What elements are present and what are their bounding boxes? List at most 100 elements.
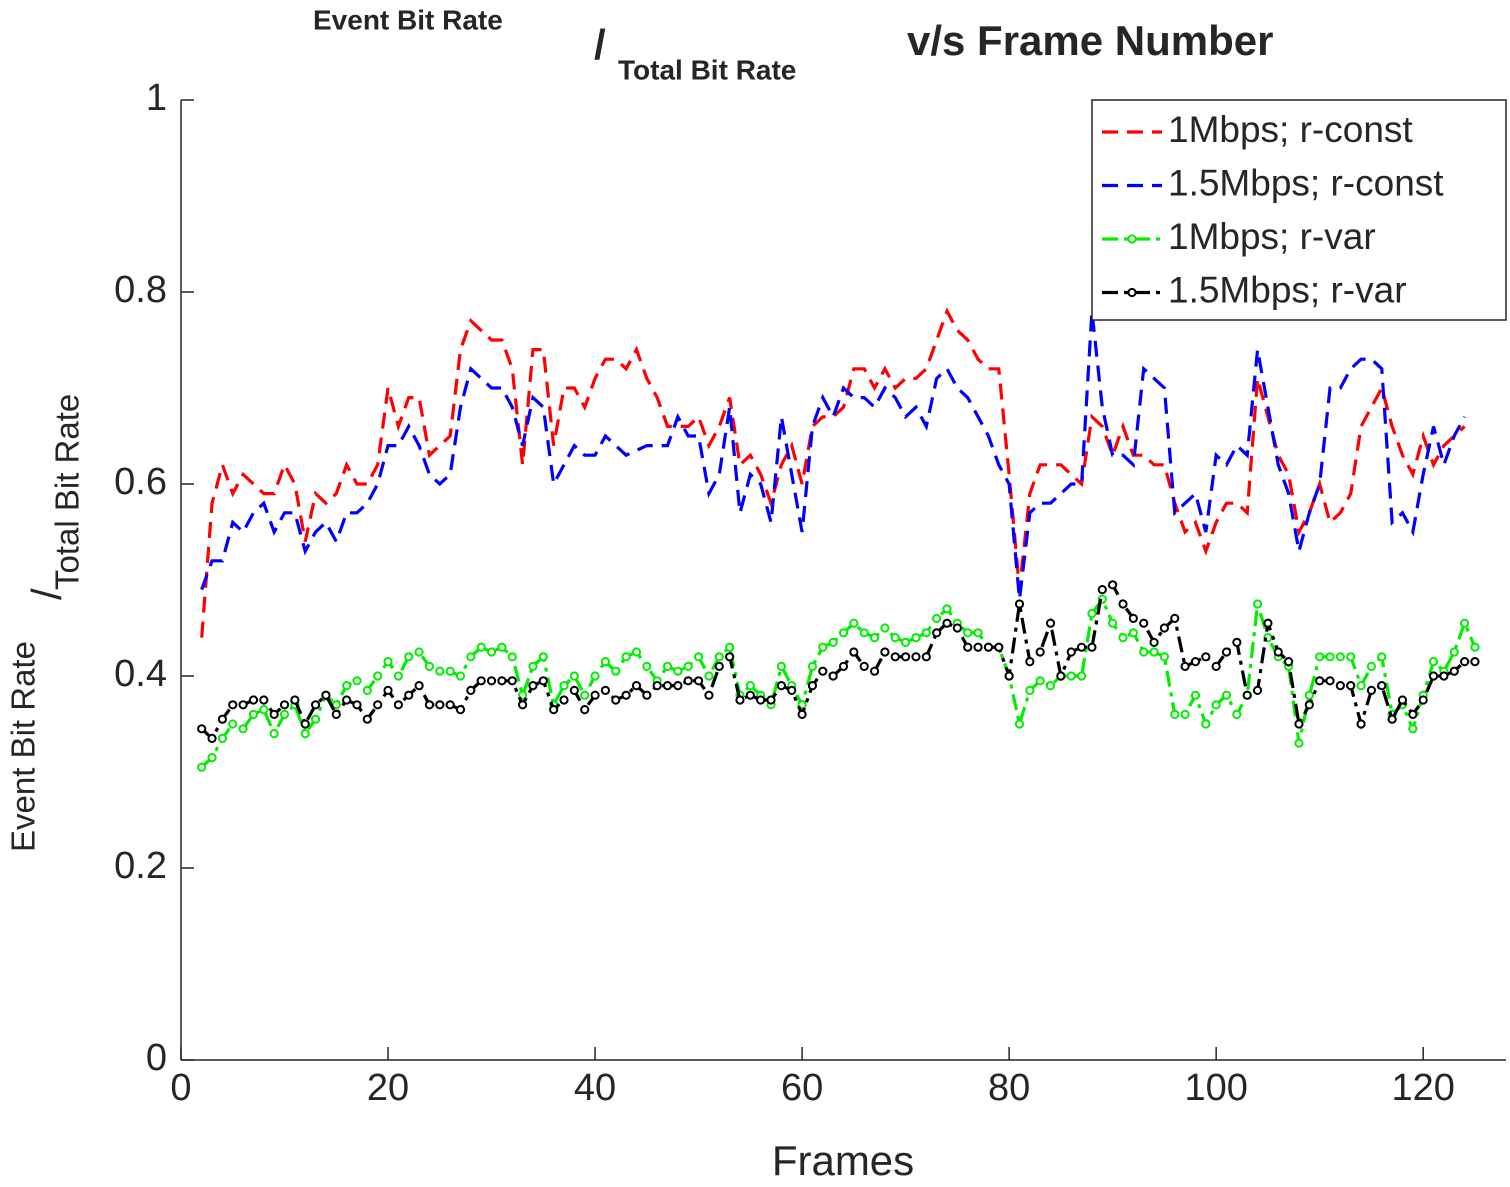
series-marker [1149,637,1159,648]
series-marker [424,700,435,710]
y-label-numerator: Event Bit Rate [5,641,42,852]
series-marker [1025,685,1035,696]
title-rest: v/s Frame Number [907,17,1273,64]
series-marker [497,676,507,686]
series-marker [673,681,683,691]
title-slash: / [594,21,606,68]
series-marker [901,652,911,662]
x-tick-label: 80 [988,1067,1030,1109]
series-marker [673,666,683,676]
series-marker [528,661,538,672]
series-marker [1263,618,1273,628]
series-marker [507,676,517,686]
legend-label: 1Mbps; r-var [1168,216,1376,257]
series-marker [1056,671,1066,681]
series-marker [1180,709,1190,720]
x-tick-label: 40 [574,1067,616,1109]
series-marker [1201,652,1211,662]
series-marker [466,685,476,696]
y-tick-label: 0 [146,1037,167,1079]
legend-label: 1Mbps; r-const [1168,109,1413,150]
series-marker [1315,652,1325,662]
series-marker [1076,642,1087,652]
series-marker [1211,661,1221,672]
series-marker [373,671,383,681]
series-marker [404,652,414,662]
series-marker [569,671,579,681]
legend-box [1091,99,1507,321]
series-marker [1221,647,1232,657]
x-axis-label: Frames [772,1137,914,1184]
series-marker [1097,585,1107,595]
series-marker [1118,633,1128,643]
series-marker [994,642,1004,652]
series-marker [901,637,911,648]
series-marker [611,666,621,676]
series-marker [952,623,962,633]
series-marker [414,681,424,691]
series-marker [1159,623,1169,633]
series-marker [725,652,735,662]
series-marker [1035,676,1045,686]
series-marker [662,681,673,691]
series-marker [559,695,569,705]
legend-label: 1.5Mbps; r-var [1168,269,1407,310]
series-marker [248,709,259,720]
series-marker [1428,671,1439,681]
series-marker [538,652,548,662]
series-marker [497,642,507,652]
series-marker [1128,628,1138,638]
series-marker [1108,618,1118,628]
series-marker [1408,709,1418,720]
series-marker [352,700,362,710]
series-marker [383,657,393,667]
series-marker [424,661,435,672]
series-marker [455,705,466,715]
series-marker [1470,657,1480,667]
series-marker [486,647,497,657]
series-marker [1014,599,1025,609]
series-marker [1076,671,1087,681]
y-tick-label: 0.8 [114,269,167,311]
series-marker [507,652,517,662]
series-marker [611,695,621,705]
series-marker [807,681,818,691]
series-marker [756,695,766,705]
series-marker [693,676,704,686]
series-marker [580,705,590,715]
series-marker [1356,681,1366,691]
series-marker [1211,700,1221,710]
series-marker [549,705,559,715]
series-marker [890,652,900,662]
series-marker [880,623,890,633]
series-marker [1087,609,1097,619]
series-marker [1108,580,1118,590]
series-marker [1294,738,1304,748]
series-marker [725,642,735,652]
series-marker [849,618,859,628]
series-marker [1377,652,1387,662]
series-marker [259,695,269,705]
series-marker [983,642,994,652]
series-marker [1325,652,1335,662]
series-marker [414,647,424,657]
series-marker [259,705,269,715]
series-marker [310,714,321,724]
series-marker [683,676,693,686]
series-marker [352,676,362,686]
series-marker [435,700,445,710]
series-marker [1304,690,1314,700]
series-marker [393,671,403,681]
series-marker [932,628,942,638]
series-marker [973,628,983,638]
series-marker [1087,642,1097,652]
series-marker [714,652,724,662]
x-tick-label: 0 [170,1067,191,1109]
series-marker [1315,676,1325,686]
series-marker [1459,618,1470,628]
series-marker [300,729,310,739]
series-marker [1449,647,1459,657]
series-marker [807,661,818,672]
series-marker [404,690,414,700]
series-marker [310,700,321,710]
